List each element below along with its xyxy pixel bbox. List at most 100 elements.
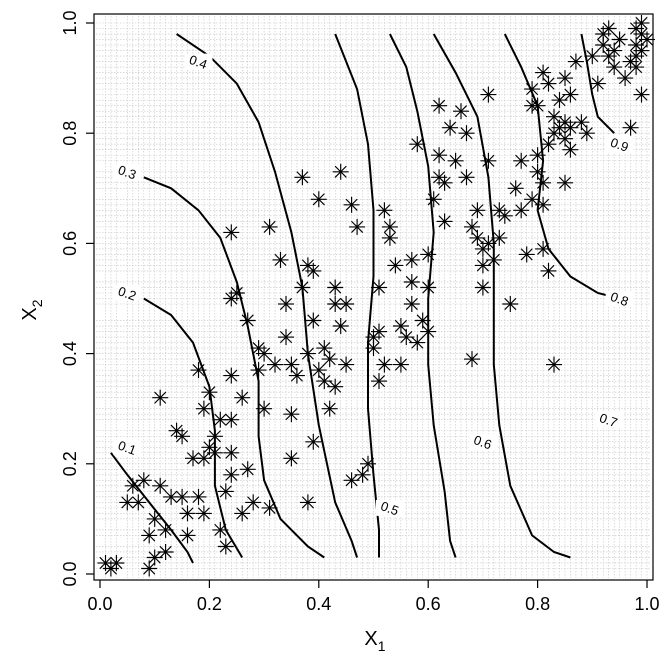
data-point — [562, 119, 579, 136]
data-point — [628, 59, 645, 76]
data-point — [299, 494, 316, 511]
data-point — [174, 428, 191, 445]
plot-frame — [93, 13, 654, 581]
data-point — [529, 147, 546, 164]
data-point — [195, 505, 212, 522]
data-point — [338, 296, 355, 312]
data-point — [261, 499, 278, 516]
contour-label-background — [468, 433, 497, 450]
data-point — [108, 555, 125, 571]
axes: 0.0 0.2 0.4 0.6 0.8 1.0 0.0 0.2 0.4 0.6 0.8 1.0 — [60, 10, 660, 614]
data-point — [442, 119, 459, 136]
data-point — [485, 251, 502, 268]
contour-line-0.7 — [432, 33, 571, 559]
data-point — [239, 461, 256, 478]
data-point — [278, 329, 294, 346]
data-point — [278, 296, 294, 312]
contour-label-0.9: 0.9 — [608, 135, 630, 155]
data-point — [562, 86, 579, 103]
data-point — [157, 521, 174, 538]
data-point — [338, 356, 355, 373]
x-axis-title: X1 — [364, 628, 385, 654]
data-point — [234, 389, 251, 406]
data-point — [130, 494, 147, 511]
contour-label-0.2: 0.2 — [116, 283, 138, 303]
data-point — [557, 174, 573, 191]
data-point — [611, 31, 628, 48]
data-point — [381, 229, 398, 246]
data-point — [321, 400, 338, 417]
data-point — [206, 444, 223, 461]
y-tick-label: 0.4 — [60, 341, 80, 366]
data-point — [217, 538, 234, 555]
contour-lines: 0.1 0.2 0.3 0.4 0.5 0.6 0.7 0.8 0.9 — [110, 33, 634, 564]
data-point — [398, 329, 415, 346]
data-point — [529, 163, 546, 180]
data-point — [617, 70, 634, 87]
contour-label-background — [113, 439, 142, 456]
data-point — [403, 251, 420, 268]
data-point — [294, 169, 311, 186]
data-point — [146, 510, 163, 527]
data-point — [283, 356, 300, 373]
data-point — [474, 279, 491, 296]
contour-label-0.6: 0.6 — [472, 432, 494, 452]
data-point — [540, 262, 557, 279]
data-point — [250, 362, 267, 379]
data-point — [223, 411, 240, 428]
data-point — [403, 296, 420, 312]
contour-label-0.3: 0.3 — [116, 162, 138, 182]
data-point — [480, 86, 497, 103]
data-point — [343, 196, 360, 213]
x-tick-label: 0.0 — [87, 594, 112, 614]
data-point — [135, 472, 152, 489]
data-point — [310, 362, 327, 379]
data-point — [436, 174, 453, 191]
data-point — [223, 444, 240, 461]
data-points — [97, 15, 655, 577]
contour-label-0.1: 0.1 — [116, 438, 138, 458]
data-point — [179, 505, 196, 522]
data-point — [206, 428, 223, 445]
contour-label-background — [113, 284, 142, 301]
data-point — [239, 312, 256, 329]
data-point — [546, 356, 562, 373]
data-point — [431, 147, 448, 164]
data-point — [360, 455, 376, 472]
data-point — [491, 229, 508, 246]
data-point — [321, 351, 338, 368]
contour-label-background — [375, 499, 404, 516]
data-point — [562, 141, 579, 158]
data-point — [152, 477, 169, 494]
data-point — [261, 218, 278, 235]
data-point — [409, 136, 426, 153]
data-point — [392, 356, 409, 373]
data-point — [535, 174, 552, 191]
data-point — [190, 488, 207, 505]
data-point — [256, 345, 273, 362]
data-point — [535, 240, 552, 257]
data-point — [387, 257, 404, 274]
data-point — [496, 207, 513, 224]
contour-label-0.5: 0.5 — [379, 498, 401, 518]
data-point — [223, 466, 240, 483]
data-point — [272, 251, 289, 268]
contour-label-background — [605, 136, 634, 153]
data-point — [299, 345, 316, 362]
data-point — [376, 356, 393, 373]
data-point — [507, 180, 524, 197]
data-point — [305, 262, 322, 279]
data-point — [633, 42, 650, 59]
data-point — [567, 53, 584, 70]
contour-line-0.4 — [176, 33, 359, 558]
data-point — [152, 389, 169, 406]
data-point — [447, 152, 464, 169]
data-point — [606, 59, 623, 76]
data-point — [305, 433, 322, 450]
data-point — [157, 544, 174, 560]
contour-label-0.4: 0.4 — [187, 52, 209, 72]
data-point — [420, 323, 437, 340]
data-point — [288, 367, 305, 384]
data-point — [431, 97, 448, 114]
data-point — [195, 400, 212, 417]
